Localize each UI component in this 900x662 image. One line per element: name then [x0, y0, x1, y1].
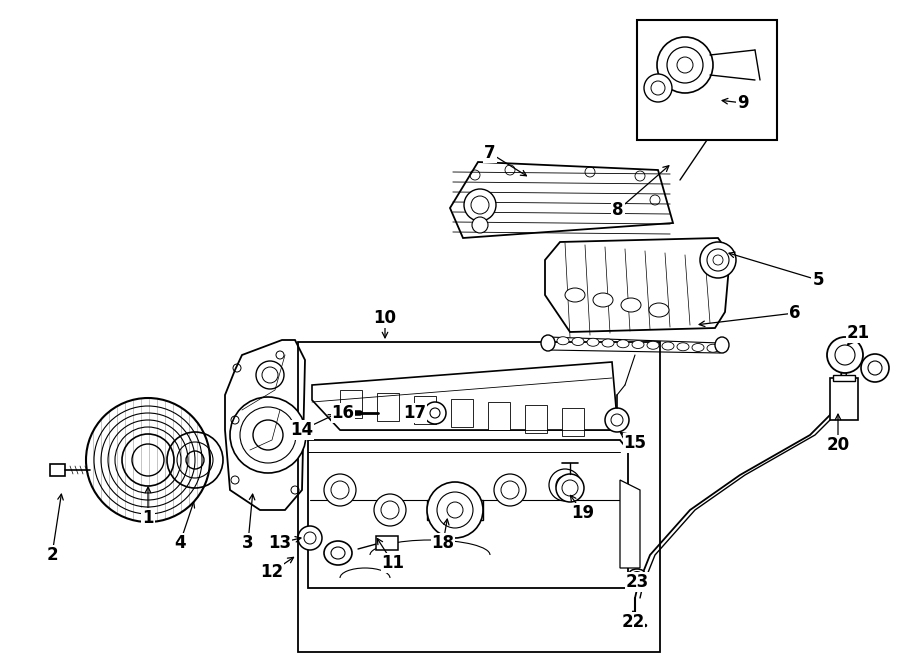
Bar: [50, 464, 65, 476]
Bar: [830, 378, 858, 420]
Text: 13: 13: [268, 534, 292, 552]
Ellipse shape: [541, 335, 555, 351]
Bar: [427, 500, 483, 520]
Bar: [376, 536, 398, 550]
Text: 6: 6: [789, 304, 801, 322]
Ellipse shape: [621, 298, 641, 312]
Ellipse shape: [587, 338, 599, 346]
Ellipse shape: [692, 344, 704, 352]
Ellipse shape: [662, 342, 674, 350]
Circle shape: [324, 474, 356, 506]
Circle shape: [605, 408, 629, 432]
Text: 19: 19: [572, 504, 595, 522]
Bar: [525, 405, 547, 433]
Text: 7: 7: [484, 144, 496, 162]
Ellipse shape: [629, 569, 645, 579]
Text: 1: 1: [142, 509, 154, 527]
Bar: [562, 408, 584, 436]
Polygon shape: [225, 340, 305, 510]
Bar: [298, 342, 660, 652]
Ellipse shape: [715, 337, 729, 353]
Polygon shape: [450, 162, 673, 238]
Bar: [451, 399, 473, 427]
Text: 22: 22: [621, 613, 644, 631]
Circle shape: [644, 74, 672, 102]
Ellipse shape: [649, 303, 669, 317]
Bar: [340, 390, 362, 418]
Polygon shape: [620, 480, 640, 568]
Ellipse shape: [707, 344, 719, 352]
Ellipse shape: [572, 338, 584, 346]
Text: 18: 18: [431, 534, 454, 552]
Circle shape: [472, 217, 488, 233]
Text: 5: 5: [812, 271, 824, 289]
Circle shape: [256, 361, 284, 389]
Circle shape: [556, 474, 584, 502]
Text: 10: 10: [374, 309, 397, 327]
Ellipse shape: [593, 293, 613, 307]
Text: 20: 20: [826, 436, 850, 454]
Circle shape: [298, 526, 322, 550]
Text: 8: 8: [612, 201, 624, 219]
Bar: [488, 402, 510, 430]
Polygon shape: [312, 362, 618, 430]
Bar: [637, 20, 777, 140]
Ellipse shape: [602, 339, 614, 347]
Polygon shape: [545, 238, 730, 332]
Ellipse shape: [647, 341, 659, 350]
Ellipse shape: [557, 337, 569, 345]
Circle shape: [230, 397, 306, 473]
Text: 11: 11: [382, 554, 404, 572]
Bar: [833, 375, 855, 381]
Circle shape: [464, 189, 496, 221]
Circle shape: [424, 402, 446, 424]
Polygon shape: [308, 440, 628, 588]
Ellipse shape: [542, 336, 554, 344]
Circle shape: [494, 474, 526, 506]
Ellipse shape: [632, 340, 644, 348]
Text: 16: 16: [331, 404, 355, 422]
Ellipse shape: [565, 288, 585, 302]
Text: 4: 4: [175, 534, 185, 552]
Text: 2: 2: [46, 546, 58, 564]
Bar: [414, 396, 436, 424]
Text: 15: 15: [624, 434, 646, 452]
Text: 3: 3: [242, 534, 254, 552]
Circle shape: [434, 494, 466, 526]
Text: 12: 12: [260, 563, 284, 581]
Text: 17: 17: [403, 404, 427, 422]
Bar: [377, 393, 399, 421]
Circle shape: [657, 37, 713, 93]
Circle shape: [861, 354, 889, 382]
Circle shape: [427, 482, 483, 538]
Circle shape: [827, 337, 863, 373]
Ellipse shape: [617, 340, 629, 348]
Text: 14: 14: [291, 421, 313, 439]
Circle shape: [374, 494, 406, 526]
Ellipse shape: [324, 541, 352, 565]
Ellipse shape: [677, 343, 689, 351]
Circle shape: [700, 242, 736, 278]
Text: 23: 23: [626, 573, 649, 591]
Text: 9: 9: [737, 94, 749, 112]
Circle shape: [549, 469, 581, 501]
Text: 21: 21: [846, 324, 869, 342]
